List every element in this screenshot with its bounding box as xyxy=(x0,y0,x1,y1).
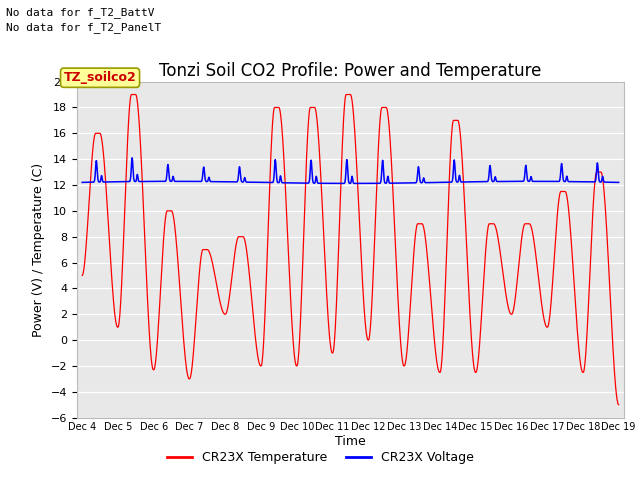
Title: Tonzi Soil CO2 Profile: Power and Temperature: Tonzi Soil CO2 Profile: Power and Temper… xyxy=(159,62,541,80)
Text: TZ_soilco2: TZ_soilco2 xyxy=(63,71,136,84)
Y-axis label: Power (V) / Temperature (C): Power (V) / Temperature (C) xyxy=(32,163,45,336)
Legend: CR23X Temperature, CR23X Voltage: CR23X Temperature, CR23X Voltage xyxy=(161,446,479,469)
Text: No data for f_T2_BattV: No data for f_T2_BattV xyxy=(6,7,155,18)
Text: No data for f_T2_PanelT: No data for f_T2_PanelT xyxy=(6,22,162,33)
X-axis label: Time: Time xyxy=(335,435,366,448)
